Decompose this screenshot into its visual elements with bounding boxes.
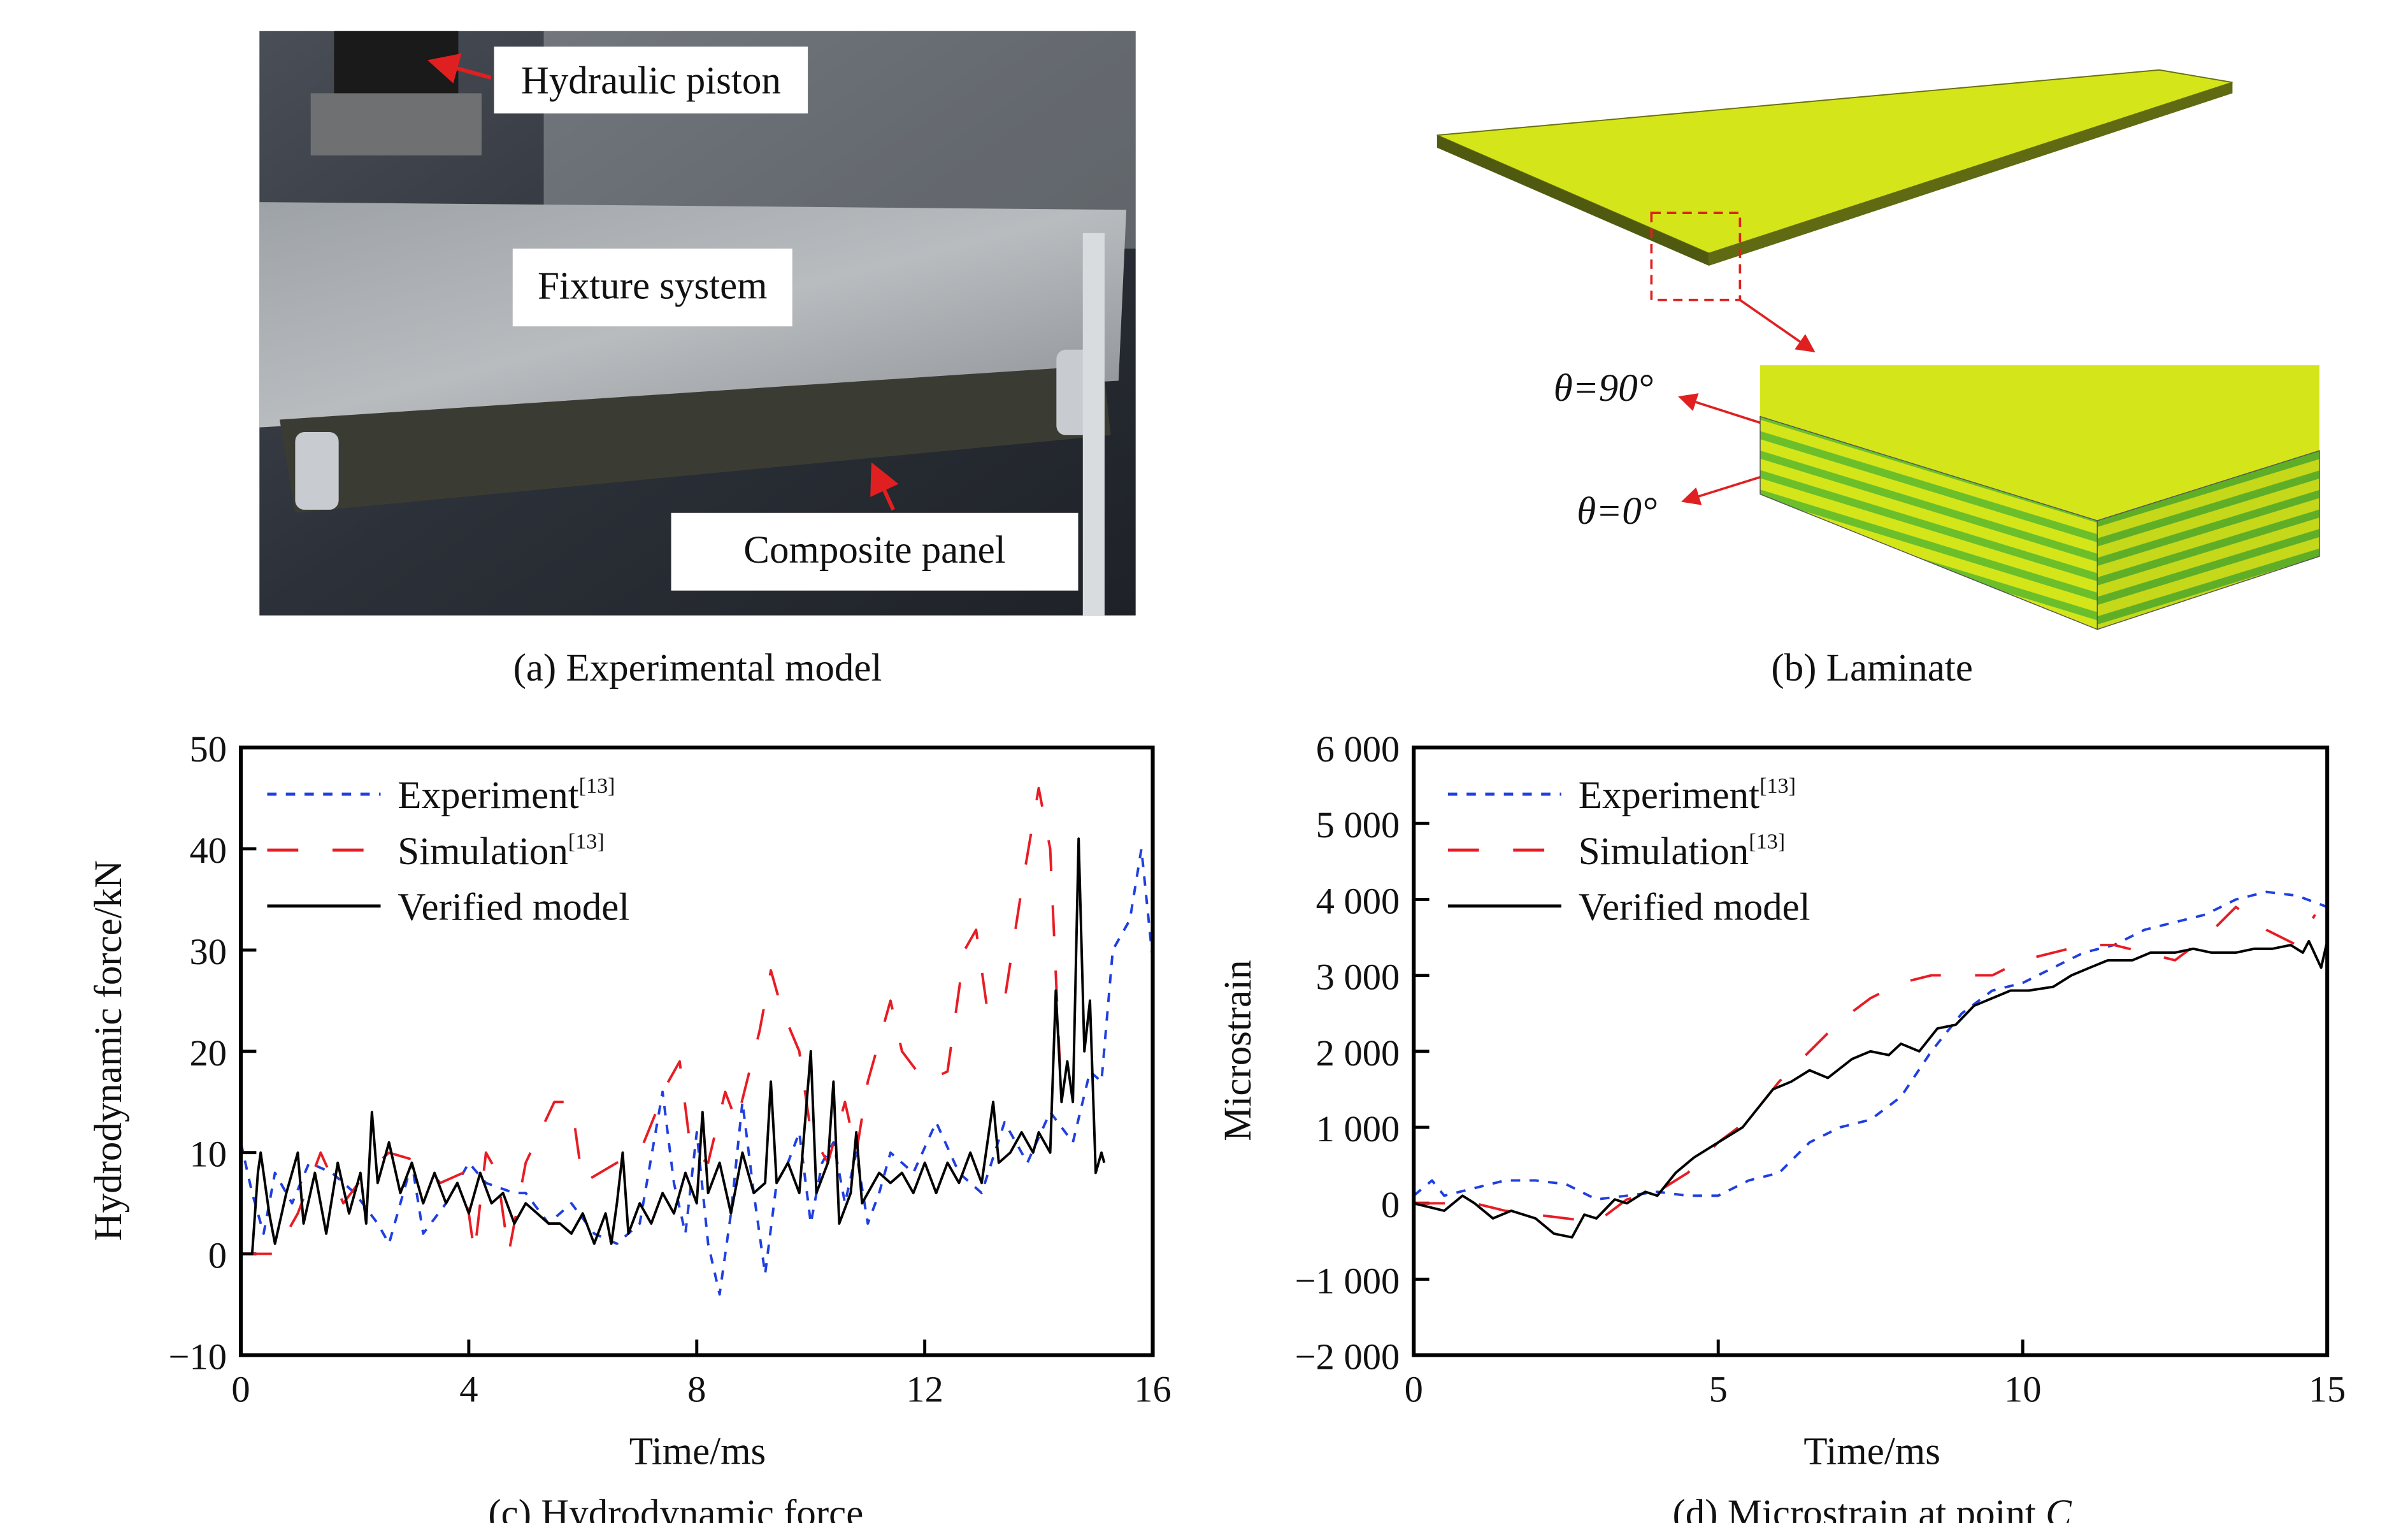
y-tick-label: 40 xyxy=(190,830,227,871)
legend-verified: Verified model xyxy=(1579,886,1810,929)
microstrain-chart: 6 000 5 000 4 000 3 000 2 000 1 000 0 −1 000 −2 … xyxy=(1217,728,2346,1523)
plot-frame xyxy=(238,746,1155,1357)
series-line-simulation xyxy=(240,786,1063,1255)
y-tick-label: −1 000 xyxy=(1295,1260,1400,1301)
x-tick-label: 5 xyxy=(1709,1369,1728,1410)
series-lines xyxy=(240,786,1154,1296)
y-tick-label: 6 000 xyxy=(1316,728,1400,770)
x-tick-label: 16 xyxy=(1134,1369,1172,1410)
laminate-block-top xyxy=(1760,365,2319,521)
y-tick-label: 3 000 xyxy=(1316,956,1400,998)
experimental-photo: Hydraulic piston Fixture system Composit… xyxy=(259,31,1136,616)
x-axis-label: Time/ms xyxy=(1803,1430,1940,1473)
series-line-experiment xyxy=(240,848,1154,1296)
y-tick-label: 10 xyxy=(190,1134,227,1175)
y-tick-label: 50 xyxy=(190,728,227,770)
chart-title: (c) Hydrodynamic force xyxy=(488,1492,863,1523)
series-lines xyxy=(1412,890,2329,1239)
y-tick-label: −2 000 xyxy=(1295,1336,1400,1378)
x-tick-label: 0 xyxy=(231,1369,250,1410)
label-hydraulic-piston: Hydraulic piston xyxy=(521,59,781,102)
legend-experiment: Experiment[13] xyxy=(1579,774,1796,817)
x-tick-label: 0 xyxy=(1405,1369,1423,1410)
y-tick-label: 20 xyxy=(190,1032,227,1074)
y-tick-label: 0 xyxy=(208,1235,227,1276)
series-line-verified-model xyxy=(240,837,1106,1255)
y-axis-label: Microstrain xyxy=(1217,960,1259,1141)
tick-labels: 6 000 5 000 4 000 3 000 2 000 1 000 0 −1 000 −2 … xyxy=(1295,728,2346,1410)
y-axis-label: Hydrodynamic force/kN xyxy=(87,860,130,1241)
laminate-diagram: θ=90° θ=0° xyxy=(1437,69,2320,630)
series-line-experiment xyxy=(1412,890,2328,1201)
laminate-block-front xyxy=(2096,450,2320,630)
label-theta-90: θ=90° xyxy=(1554,367,1653,410)
y-tick-label: 30 xyxy=(190,931,227,972)
x-tick-label: 4 xyxy=(459,1369,478,1410)
y-tick-label: 0 xyxy=(1381,1184,1400,1225)
caption-b: (b) Laminate xyxy=(1771,647,1972,689)
legend-simulation: Simulation[13] xyxy=(1579,830,1785,873)
y-tick-label: 5 000 xyxy=(1316,804,1400,846)
label-theta-0: θ=0° xyxy=(1577,490,1657,533)
legend-verified: Verified model xyxy=(398,886,629,929)
series-line-verified-model xyxy=(1413,939,2329,1239)
callout-box xyxy=(1650,212,1742,301)
x-axis-label: Time/ms xyxy=(629,1430,766,1473)
laminate-plate xyxy=(1437,69,2233,254)
series-line-simulation xyxy=(1414,906,2316,1224)
legend-experiment: Experiment[13] xyxy=(398,774,615,817)
y-tick-label: 1 000 xyxy=(1316,1108,1400,1150)
legend-simulation: Simulation[13] xyxy=(398,830,604,873)
x-tick-label: 12 xyxy=(906,1369,943,1410)
y-tick-label: 2 000 xyxy=(1316,1032,1400,1074)
composite-panel-shape xyxy=(279,365,1111,513)
caption-a: (a) Experimental model xyxy=(513,647,882,689)
x-tick-label: 15 xyxy=(2309,1369,2346,1410)
plot-frame xyxy=(1412,746,2330,1357)
x-tick-label: 10 xyxy=(2004,1369,2042,1410)
label-composite-panel: Composite panel xyxy=(743,529,1005,572)
x-tick-label: 8 xyxy=(687,1369,706,1410)
y-tick-label: 4 000 xyxy=(1316,880,1400,921)
legend: Experiment[13] Simulation[13] Verified m… xyxy=(1447,774,1810,929)
legend: Experiment[13] Simulation[13] Verified m… xyxy=(267,774,629,929)
y-tick-label: −10 xyxy=(169,1336,227,1378)
chart-title: (d) Microstrain at point C xyxy=(1672,1492,2072,1523)
label-fixture-system: Fixture system xyxy=(538,264,768,307)
